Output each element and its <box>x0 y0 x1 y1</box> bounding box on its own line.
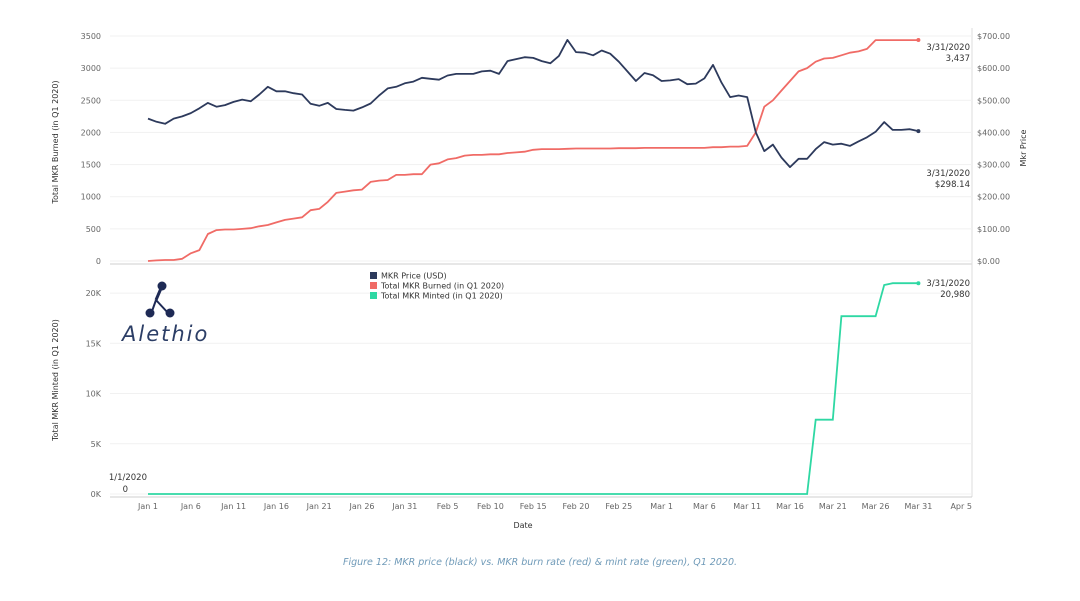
y-tick-label: 10K <box>86 390 102 399</box>
burned-end-date-label: 3/31/2020 <box>926 43 970 53</box>
legend-swatch <box>370 282 377 289</box>
burned-end-value-label: 3,437 <box>946 54 970 64</box>
price-end-date-label: 3/31/2020 <box>926 169 970 179</box>
y2-axis-title: Mkr Price <box>1019 129 1028 166</box>
x-tick-label: Feb 15 <box>520 502 547 511</box>
burned-line <box>147 39 919 262</box>
y-tick-label: 2500 <box>81 96 101 105</box>
minted-start-value-label: 0 <box>123 485 128 495</box>
minted-end-marker <box>916 281 921 286</box>
x-tick-label: Feb 10 <box>477 502 504 511</box>
legend-swatch <box>370 272 377 279</box>
legend-label: Total MKR Burned (in Q1 2020) <box>380 282 504 291</box>
minted-end-date-label: 3/31/2020 <box>926 279 970 289</box>
minted-line <box>148 282 919 495</box>
y-axis-title: Total MKR Burned (in Q1 2020) <box>51 80 60 204</box>
y2-tick-label: $0.00 <box>977 257 1000 266</box>
y-tick-label: 0 <box>96 257 101 266</box>
price-end-marker <box>916 129 921 134</box>
y-tick-label: 1500 <box>81 161 101 170</box>
y2-tick-label: $400.00 <box>977 128 1010 137</box>
x-tick-label: Jan 1 <box>137 502 158 511</box>
legend-label: Total MKR Minted (in Q1 2020) <box>380 292 503 301</box>
y-tick-label: 20K <box>86 289 102 298</box>
price-end-value-label: $298.14 <box>935 180 970 190</box>
y-tick-label: 3000 <box>81 64 101 73</box>
y-tick-label: 3500 <box>81 32 101 41</box>
y-tick-label: 5K <box>91 440 102 449</box>
y-tick-label: 1000 <box>81 193 101 202</box>
x-tick-label: Jan 11 <box>220 502 246 511</box>
x-tick-label: Mar 21 <box>819 502 847 511</box>
x-axis-title: Date <box>513 521 532 530</box>
x-tick-label: Jan 16 <box>263 502 289 511</box>
x-tick-label: Feb 25 <box>605 502 632 511</box>
y2-tick-label: $300.00 <box>977 161 1010 170</box>
x-tick-label: Jan 6 <box>180 502 201 511</box>
logo-wordmark: Alethio <box>122 322 210 346</box>
x-tick-label: Mar 31 <box>904 502 932 511</box>
legend-swatch <box>370 292 377 299</box>
y-tick-label: 0K <box>91 490 102 499</box>
burned-end-marker <box>916 38 921 43</box>
y2-tick-label: $200.00 <box>977 193 1010 202</box>
x-tick-label: Mar 6 <box>693 502 716 511</box>
y-tick-label: 15K <box>86 339 102 348</box>
x-tick-label: Mar 26 <box>862 502 890 511</box>
legend-label: MKR Price (USD) <box>381 272 447 281</box>
y2-tick-label: $600.00 <box>977 64 1010 73</box>
minted-end-value-label: 20,980 <box>940 290 970 300</box>
figure-caption: Figure 12: MKR price (black) vs. MKR bur… <box>342 557 738 568</box>
x-tick-label: Mar 1 <box>650 502 673 511</box>
alethio-logo-icon <box>122 280 232 350</box>
x-tick-label: Jan 26 <box>348 502 374 511</box>
y-tick-label: 500 <box>86 225 101 234</box>
x-tick-label: Jan 21 <box>306 502 332 511</box>
y-axis-title: Total MKR Minted (in Q1 2020) <box>51 319 60 442</box>
x-tick-label: Feb 20 <box>563 502 590 511</box>
y2-tick-label: $500.00 <box>977 96 1010 105</box>
x-tick-label: Jan 31 <box>391 502 417 511</box>
price-line <box>147 39 919 169</box>
x-tick-label: Feb 5 <box>437 502 459 511</box>
x-tick-label: Apr 5 <box>950 502 971 511</box>
x-tick-label: Mar 11 <box>733 502 761 511</box>
x-tick-label: Mar 16 <box>776 502 804 511</box>
y-tick-label: 2000 <box>81 128 101 137</box>
minted-start-date-label: 1/1/2020 <box>109 473 147 483</box>
y2-tick-label: $700.00 <box>977 32 1010 41</box>
y2-tick-label: $100.00 <box>977 225 1010 234</box>
